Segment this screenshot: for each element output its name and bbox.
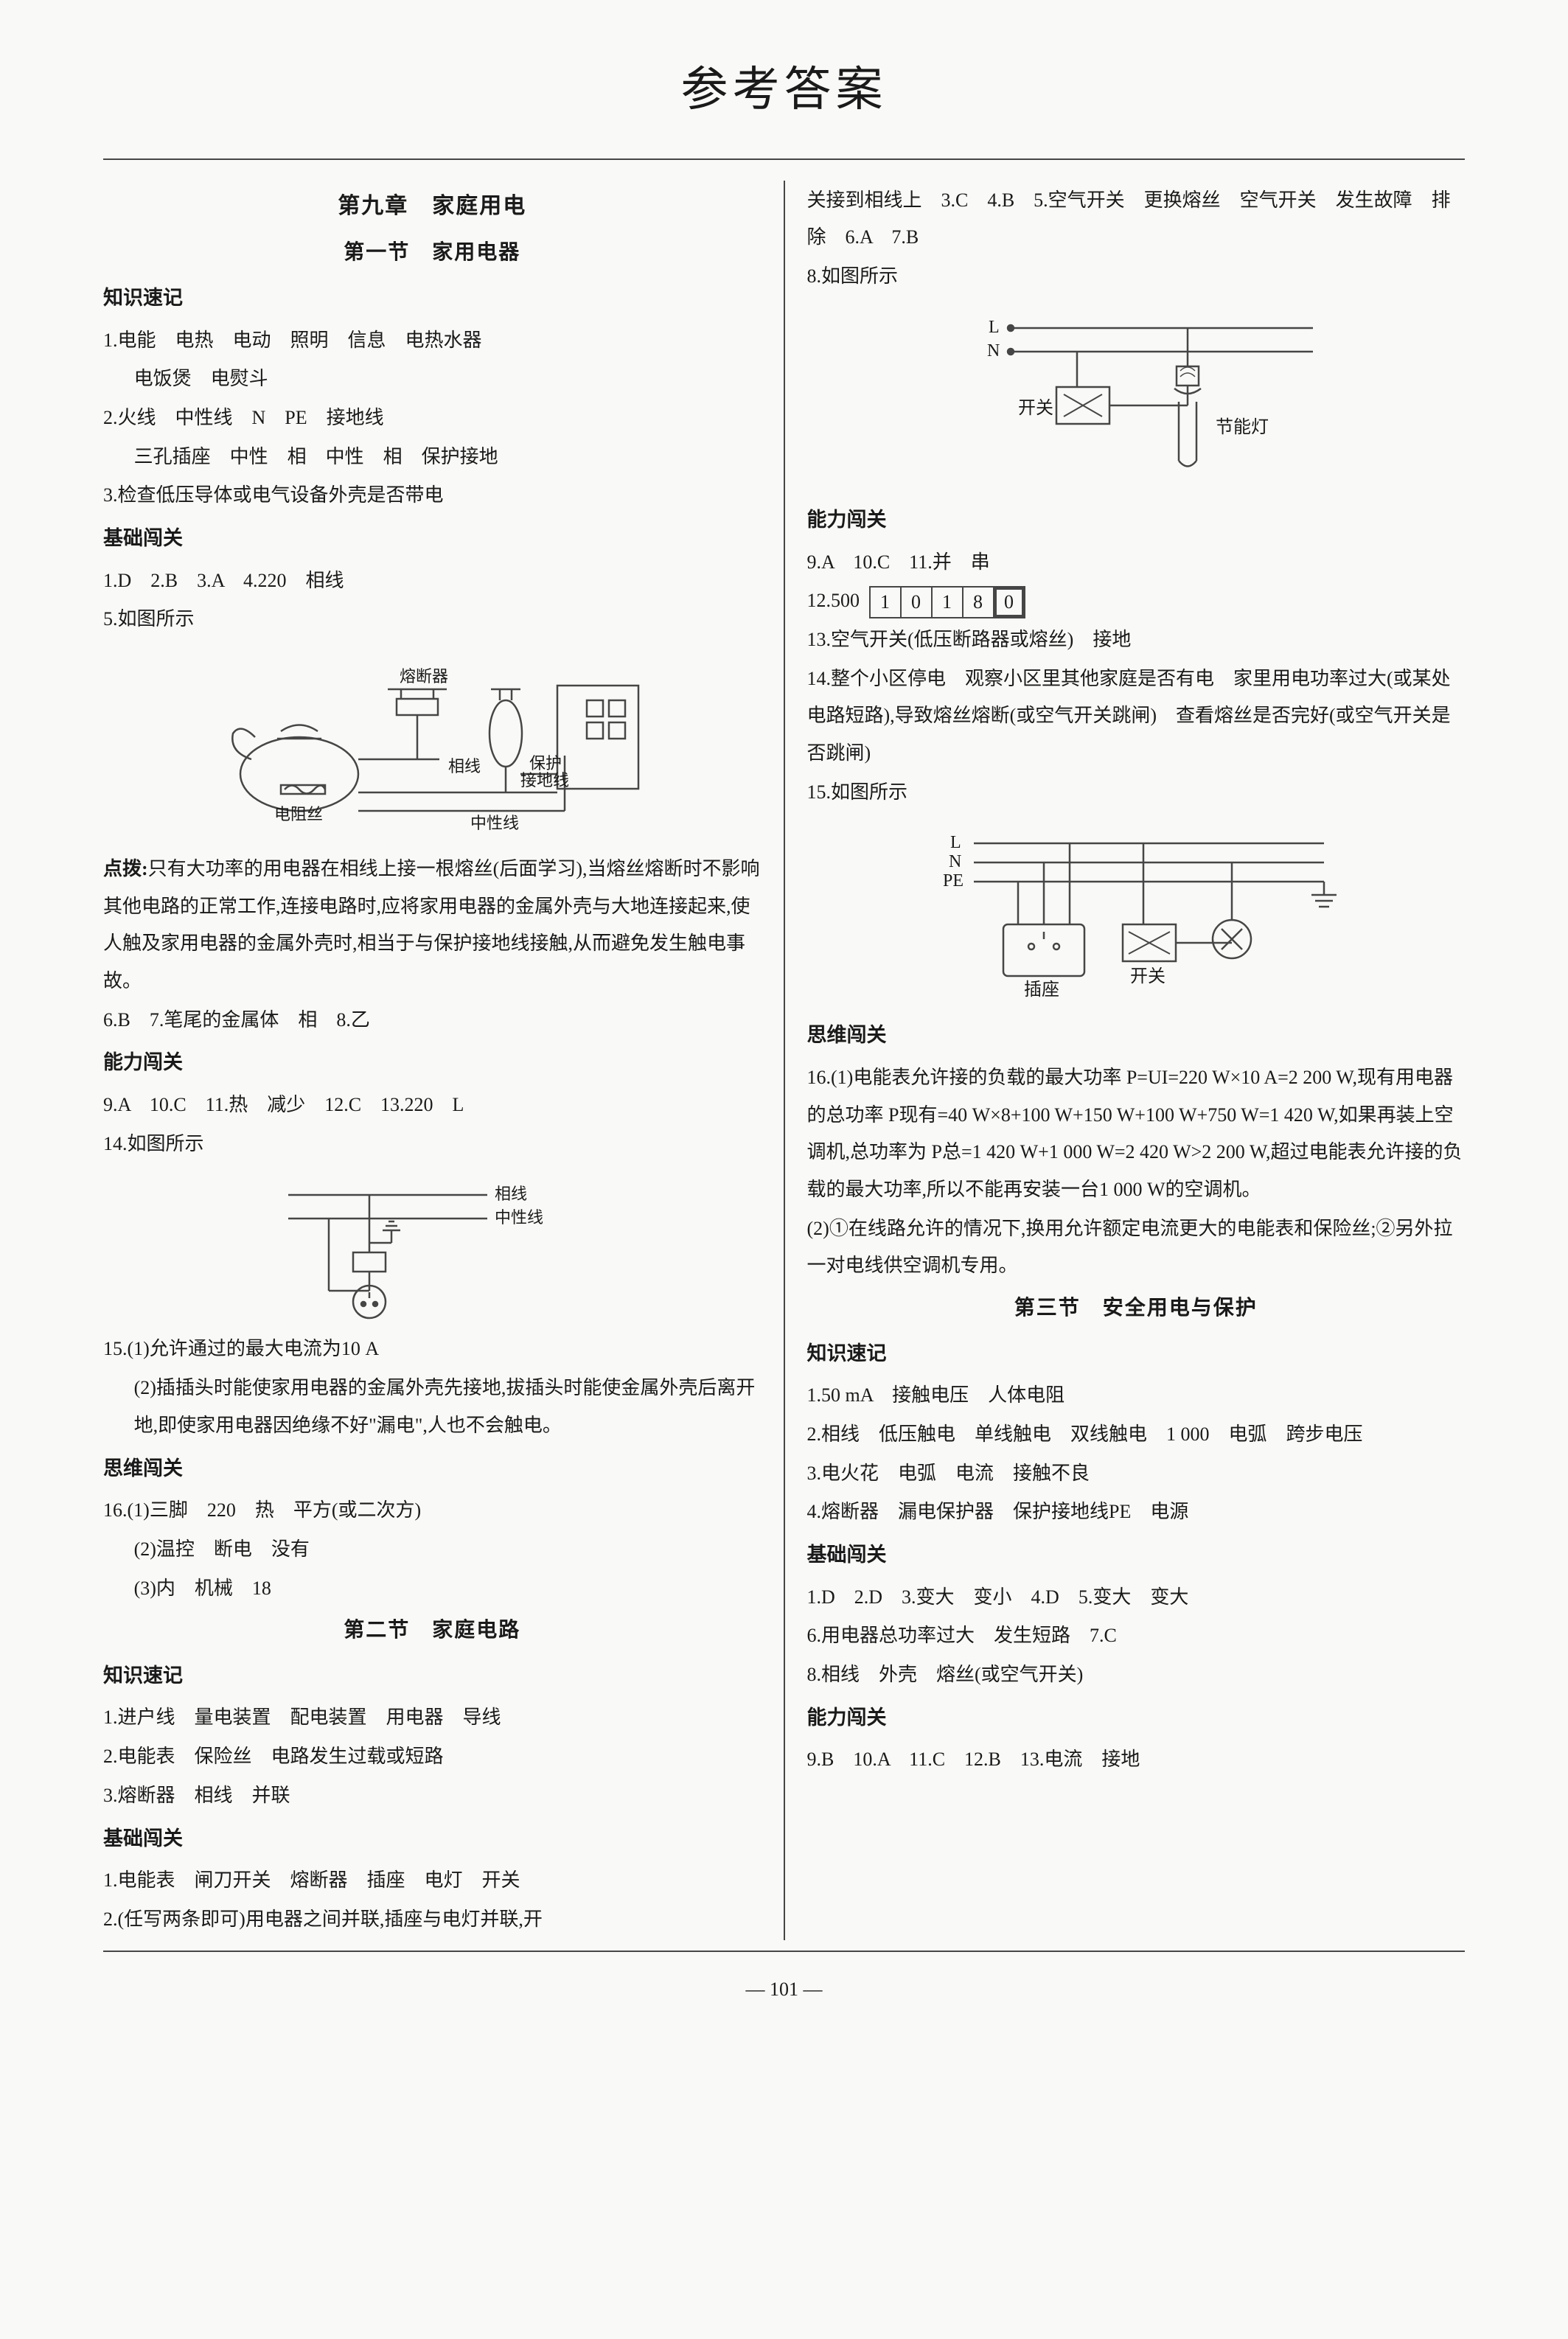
page-title: 参考答案 — [103, 44, 1465, 136]
top-divider — [103, 158, 1465, 160]
subheading-jcbg: 基础闯关 — [807, 1535, 1466, 1575]
answer-text: 3.熔断器 相线 并联 — [103, 1777, 762, 1815]
answer-text: 2.火线 中性线 N PE 接地线 — [103, 400, 762, 437]
answer-text: 16.(1)电能表允许接的负载的最大功率 P=UI=220 W×10 A=2 2… — [807, 1059, 1466, 1209]
diagram-label: 中性线 — [495, 1208, 543, 1227]
answer-text: 6.B 7.笔尾的金属体 相 8.乙 — [103, 1002, 762, 1039]
left-column: 第九章 家庭用电 第一节 家用电器 知识速记 1.电能 电热 电动 照明 信息 … — [103, 181, 776, 1940]
circuit-diagram-socket: 相线 中性线 — [273, 1173, 590, 1320]
subheading-jcbg: 基础闯关 — [103, 519, 762, 558]
subheading-zssj: 知识速记 — [103, 279, 762, 318]
answer-text: 9.B 10.A 11.C 12.B 13.电流 接地 — [807, 1741, 1466, 1779]
diagram-label: L — [989, 318, 1000, 337]
circuit-diagram-three-wire: L N PE 插座 开关 — [907, 821, 1365, 1005]
circuit-diagram-lamp: L N 开关 节能灯 — [930, 306, 1342, 490]
diagram-label: 相线 — [448, 757, 481, 775]
subheading-zssj: 知识速记 — [807, 1334, 1466, 1373]
diagram-label: L — [950, 833, 961, 852]
bottom-divider — [103, 1951, 1465, 1952]
answer-text: 15.如图所示 — [807, 774, 1466, 812]
hint-text: 只有大功率的用电器在相线上接一根熔丝(后面学习),当熔丝熔断时不影响其他电路的正… — [103, 858, 760, 991]
answer-text: 电饭煲 电熨斗 — [103, 360, 762, 398]
answer-text: 关接到相线上 3.C 4.B 5.空气开关 更换熔丝 空气开关 发生故障 排除 … — [807, 182, 1466, 257]
diagram-label: 电阻丝 — [274, 805, 323, 823]
answer-text: 15.(1)允许通过的最大电流为10 A — [103, 1331, 762, 1368]
section-heading: 第三节 安全用电与保护 — [807, 1288, 1466, 1328]
answer-text: 9.A 10.C 11.并 串 — [807, 544, 1466, 582]
answer-text: (2)插插头时能使家用电器的金属外壳先接地,拔插头时能使金属外壳后离开地,即使家… — [103, 1370, 762, 1444]
answer-text: 6.用电器总功率过大 发生短路 7.C — [807, 1617, 1466, 1655]
answer-text: 1.50 mA 接触电压 人体电阻 — [807, 1377, 1466, 1415]
meter-digits: 1 0 1 8 0 — [871, 586, 1025, 618]
diagram-label: 节能灯 — [1216, 417, 1269, 437]
answer-text: 2.(任写两条即可)用电器之间并联,插座与电灯并联,开 — [103, 1901, 762, 1939]
answer-text: 三孔插座 中性 相 中性 相 保护接地 — [103, 439, 762, 476]
diagram-label: 接地线 — [520, 771, 569, 789]
answer-text: 1.电能表 闸刀开关 熔断器 插座 电灯 开关 — [103, 1862, 762, 1900]
answer-text: 8.如图所示 — [807, 258, 1466, 296]
answer-text: 1.电能 电热 电动 照明 信息 电热水器 — [103, 322, 762, 360]
subheading-nlcg: 能力闯关 — [807, 1698, 1466, 1737]
digit: 1 — [869, 586, 902, 618]
answer-text: 14.整个小区停电 观察小区里其他家庭是否有电 家里用电功率过大(或某处电路短路… — [807, 660, 1466, 773]
diagram-label: 中性线 — [470, 814, 519, 832]
answer-hint: 点拨:只有大功率的用电器在相线上接一根熔丝(后面学习),当熔丝熔断时不影响其他电… — [103, 851, 762, 1000]
right-column: 关接到相线上 3.C 4.B 5.空气开关 更换熔丝 空气开关 发生故障 排除 … — [792, 181, 1466, 1940]
subheading-jcbg: 基础闯关 — [103, 1819, 762, 1858]
answer-text: 1.进户线 量电装置 配电装置 用电器 导线 — [103, 1699, 762, 1737]
answer-text: 9.A 10.C 11.热 减少 12.C 13.220 L — [103, 1087, 762, 1124]
answer-text: 16.(1)三脚 220 热 平方(或二次方) — [103, 1492, 762, 1530]
diagram-label: N — [987, 341, 1000, 360]
diagram-label: N — [949, 852, 961, 871]
answer-text: (2)温控 断电 没有 — [103, 1531, 762, 1569]
column-divider — [784, 181, 785, 1940]
section-heading: 第一节 家用电器 — [103, 232, 762, 273]
answer-text: 1.D 2.D 3.变大 变小 4.D 5.变大 变大 — [807, 1579, 1466, 1617]
answer-text: 5.如图所示 — [103, 601, 762, 638]
digit: 8 — [962, 586, 994, 618]
answer-text: 2.相线 低压触电 单线触电 双线触电 1 000 电弧 跨步电压 — [807, 1416, 1466, 1454]
answer-text: 2.电能表 保险丝 电路发生过载或短路 — [103, 1738, 762, 1776]
subheading-nlcg: 能力闯关 — [807, 501, 1466, 540]
diagram-label: 插座 — [1024, 980, 1059, 1000]
page-number: 101 — [103, 1971, 1465, 2009]
diagram-label: 开关 — [1130, 966, 1165, 986]
answer-text: 8.相线 外壳 熔丝(或空气开关) — [807, 1656, 1466, 1694]
digit: 0 — [993, 586, 1025, 618]
diagram-label: 相线 — [495, 1185, 527, 1203]
diagram-label: 熔断器 — [400, 667, 448, 686]
answer-prefix: 12.500 — [807, 590, 860, 611]
answer-text: 13.空气开关(低压断路器或熔丝) 接地 — [807, 621, 1466, 659]
two-column-layout: 第九章 家庭用电 第一节 家用电器 知识速记 1.电能 电热 电动 照明 信息 … — [103, 181, 1465, 1940]
answer-text: (3)内 机械 18 — [103, 1570, 762, 1608]
subheading-zssj: 知识速记 — [103, 1656, 762, 1695]
subheading-swcg: 思维闯关 — [807, 1016, 1466, 1055]
answer-text: (2)①在线路允许的情况下,换用允许额定电流更大的电能表和保险丝;②另外拉一对电… — [807, 1210, 1466, 1285]
chapter-heading: 第九章 家庭用电 — [103, 185, 762, 229]
diagram-label: 开关 — [1018, 398, 1053, 418]
circuit-diagram-kettle: 熔断器 相线 保护 接地线 中性线 电阻丝 — [211, 649, 653, 840]
subheading-swcg: 思维闯关 — [103, 1449, 762, 1488]
section-heading: 第二节 家庭电路 — [103, 1610, 762, 1650]
answer-text: 4.熔断器 漏电保护器 保护接地线PE 电源 — [807, 1493, 1466, 1531]
answer-text: 14.如图所示 — [103, 1126, 762, 1163]
answer-text: 3.检查低压导体或电气设备外壳是否带电 — [103, 477, 762, 515]
diagram-label: 保护 — [529, 754, 562, 773]
subheading-nlcg: 能力闯关 — [103, 1043, 762, 1082]
digit: 0 — [900, 586, 933, 618]
answer-text: 1.D 2.B 3.A 4.220 相线 — [103, 562, 762, 600]
answer-text: 12.500 1 0 1 8 0 — [807, 582, 1466, 620]
diagram-label: PE — [943, 871, 964, 890]
answer-text: 3.电火花 电弧 电流 接触不良 — [807, 1455, 1466, 1493]
digit: 1 — [931, 586, 964, 618]
hint-label: 点拨: — [103, 858, 148, 879]
